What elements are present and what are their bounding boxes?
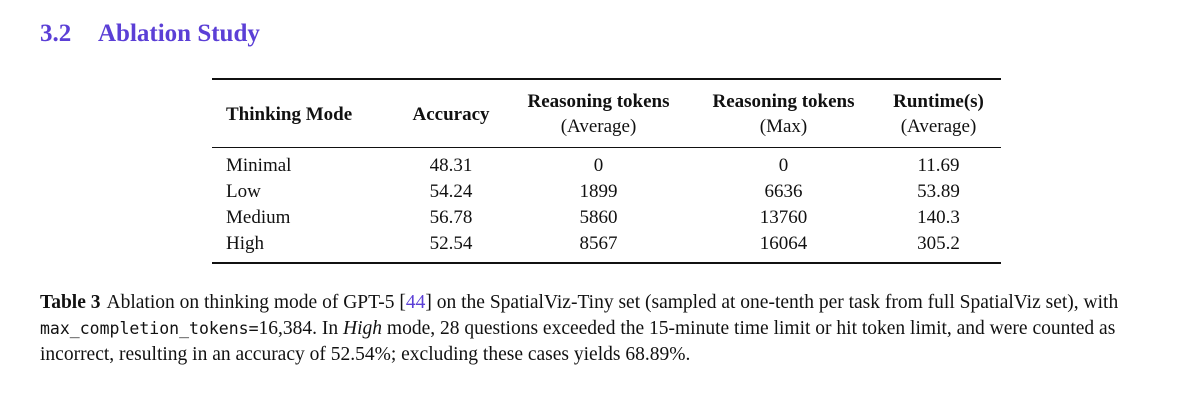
cell-tokens-max: 16064 [759, 232, 808, 254]
section-title: Ablation Study [98, 20, 260, 47]
citation-link[interactable]: 44 [405, 292, 426, 313]
section-heading: 3.2 Ablation Study [40, 20, 260, 48]
header-reasoning-tokens-max: Reasoning tokens (Max) [712, 91, 855, 137]
cell-tokens-avg: 0 [593, 154, 604, 176]
table-row: Minimal 48.31 0 0 11.69 [212, 148, 1001, 179]
cell-mode: Low [226, 180, 261, 202]
caption-text: Ablation on thinking mode of GPT-5 [ [106, 292, 406, 313]
cell-runtime-avg: 305.2 [917, 232, 960, 254]
section-number: 3.2 [40, 20, 72, 47]
cell-mode: Minimal [226, 154, 292, 176]
header-runtime-avg: Runtime(s) (Average) [893, 91, 984, 137]
cell-tokens-max: 6636 [764, 180, 803, 202]
cell-accuracy: 56.78 [429, 206, 473, 228]
caption-emphasis: High [343, 318, 383, 339]
cell-runtime-avg: 11.69 [917, 154, 960, 176]
table-caption: Table 3 Ablation on thinking mode of GPT-… [40, 290, 1190, 368]
ablation-table-container: Thinking Mode Accuracy Reasoning tokens … [212, 78, 1001, 264]
ablation-table: Thinking Mode Accuracy Reasoning tokens … [212, 78, 1001, 264]
table-header-row: Thinking Mode Accuracy Reasoning tokens … [212, 79, 1001, 148]
caption-label: Table 3 [40, 292, 101, 313]
header-accuracy: Accuracy [412, 103, 490, 125]
cell-tokens-avg: 5860 [579, 206, 618, 228]
table-row: Medium 56.78 5860 13760 140.3 [212, 204, 1001, 230]
cell-tokens-avg: 8567 [579, 232, 618, 254]
caption-text: 16,384. In [258, 318, 344, 339]
caption-text: mode, 28 questions exceeded the 15-minut… [40, 318, 1116, 365]
header-reasoning-tokens-avg: Reasoning tokens (Average) [527, 91, 670, 137]
cell-tokens-avg: 1899 [579, 180, 618, 202]
cell-accuracy: 52.54 [429, 232, 473, 254]
table-row: Low 54.24 1899 6636 53.89 [212, 178, 1001, 204]
cell-runtime-avg: 53.89 [917, 180, 960, 202]
caption-code: max_completion_tokens= [40, 319, 259, 338]
table-row: High 52.54 8567 16064 305.2 [212, 230, 1001, 263]
cell-mode: High [226, 232, 264, 254]
cell-accuracy: 48.31 [429, 154, 473, 176]
caption-text: ] on the SpatialViz-Tiny set (sampled at… [425, 292, 1119, 313]
cell-tokens-max: 0 [778, 154, 789, 176]
cell-mode: Medium [226, 206, 291, 228]
cell-tokens-max: 13760 [759, 206, 808, 228]
cell-runtime-avg: 140.3 [917, 206, 960, 228]
header-thinking-mode: Thinking Mode [226, 103, 353, 125]
cell-accuracy: 54.24 [429, 180, 473, 202]
